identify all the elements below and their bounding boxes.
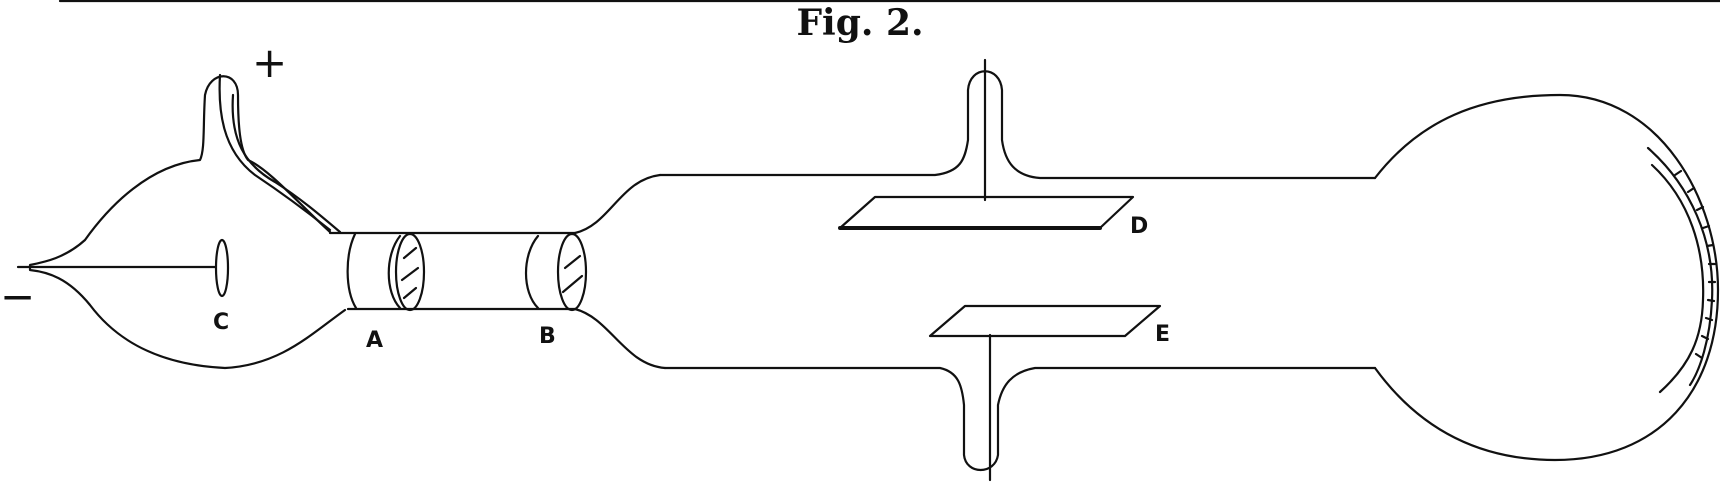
screen-scale-inner (1650, 163, 1705, 394)
anode-plug (387, 234, 402, 310)
cathode-bulb (28, 75, 347, 370)
cathode-disc (214, 238, 230, 298)
plate-d (838, 195, 1135, 230)
anode-plug-hatch-2 (400, 266, 420, 282)
anode-label: A (366, 328, 384, 353)
plate-e-label: E (1155, 322, 1171, 347)
screen-scale-ticks (1673, 169, 1717, 360)
screen-bulb (1373, 93, 1720, 462)
main-tube-top (658, 70, 1377, 180)
screen-scale-outer (1646, 146, 1714, 387)
slit-plug (524, 234, 540, 310)
cathode-label: C (213, 310, 230, 335)
anode-wire (218, 73, 332, 232)
main-tube-bottom (663, 366, 1377, 471)
anode-plug-disc (394, 232, 426, 312)
plate-e (928, 304, 1162, 338)
slit-plug-disc (556, 232, 588, 312)
figure-caption: Fig. 2. (796, 2, 924, 44)
main-tube-flare-bottom (573, 307, 667, 370)
anode-arm-inner (231, 93, 342, 234)
slit-plug-hatch-2 (561, 274, 584, 294)
slit-label: B (539, 324, 556, 349)
main-tube-flare-top (573, 173, 662, 235)
plate-d-label: D (1130, 214, 1149, 239)
positive-terminal-label: + (252, 38, 288, 87)
negative-terminal-label: − (0, 272, 36, 321)
slit-plug-hatch-1 (563, 254, 582, 270)
anode-plug-hatch-3 (402, 286, 418, 300)
neck-left-end (346, 232, 358, 310)
anode-plug-hatch-1 (402, 246, 418, 260)
